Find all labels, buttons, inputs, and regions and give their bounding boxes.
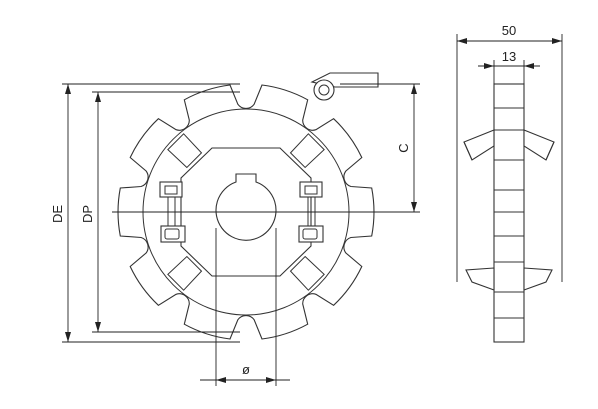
right-clamp-head bbox=[299, 181, 323, 198]
chain-link-symbol bbox=[310, 72, 379, 101]
side-view bbox=[463, 83, 555, 343]
side-lower-right-flange bbox=[523, 267, 553, 291]
side-body bbox=[493, 83, 525, 343]
side-upper-right-flange bbox=[523, 129, 555, 161]
hub-width-label: 13 bbox=[502, 49, 516, 64]
c-label: C bbox=[396, 143, 411, 152]
front-view bbox=[117, 72, 379, 340]
left-clamp-head bbox=[159, 181, 183, 198]
left-clamp bbox=[159, 181, 186, 243]
bore-label: ø bbox=[242, 362, 250, 377]
dimensions: DE DP C ø 50 13 bbox=[50, 23, 563, 386]
side-upper-left-flange bbox=[463, 129, 495, 161]
side-lower-left-flange bbox=[465, 267, 495, 291]
spoke-slot-4 bbox=[167, 255, 203, 291]
spoke-slots bbox=[167, 133, 325, 291]
de-label: DE bbox=[50, 205, 65, 223]
right-clamp bbox=[298, 181, 324, 243]
spoke-slot-2 bbox=[289, 133, 325, 169]
side-tooth-segments bbox=[494, 107, 524, 319]
spoke-slot-1 bbox=[167, 133, 203, 169]
spoke-slot-3 bbox=[289, 255, 325, 291]
bore bbox=[215, 173, 277, 241]
overall-width-label: 50 bbox=[502, 23, 516, 38]
dp-label: DP bbox=[80, 205, 95, 223]
